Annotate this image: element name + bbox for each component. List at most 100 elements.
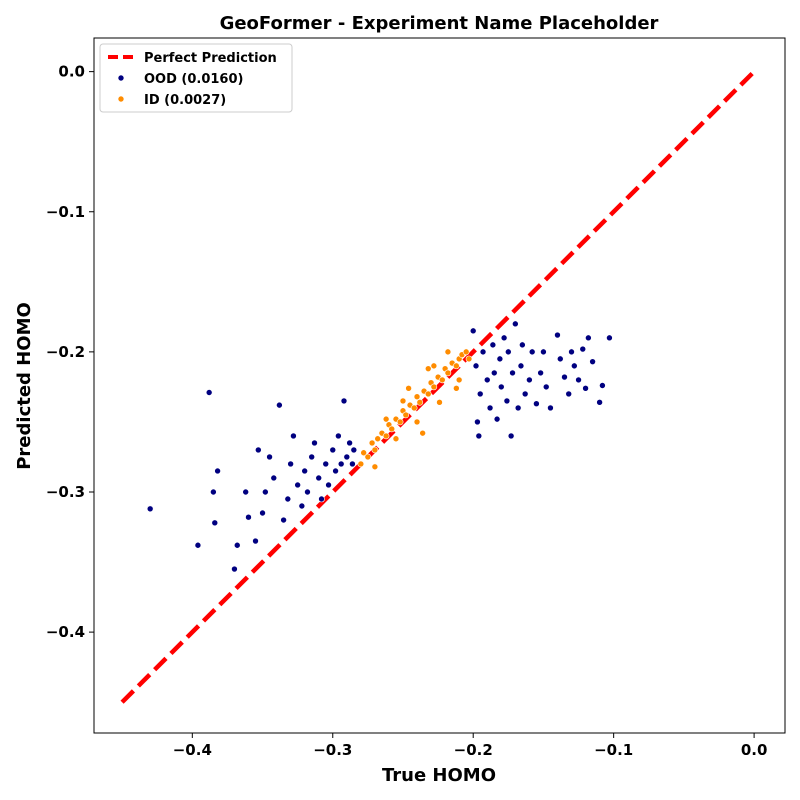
data-point: [472, 362, 480, 370]
data-point: [382, 432, 390, 440]
data-point: [318, 495, 325, 503]
data-point: [368, 439, 376, 447]
data-point: [554, 331, 561, 339]
data-point: [514, 404, 522, 412]
data-point: [490, 369, 498, 377]
data-point: [413, 393, 421, 401]
data-point: [585, 334, 592, 342]
data-point: [315, 474, 323, 482]
data-point: [476, 390, 484, 398]
data-point: [337, 460, 345, 468]
data-point: [561, 373, 568, 381]
data-point: [465, 355, 473, 363]
data-point: [489, 341, 497, 349]
data-point: [332, 467, 339, 475]
legend-marker-id: [117, 95, 125, 103]
chart-title: GeoFormer - Experiment Name Placeholder: [220, 13, 659, 34]
y-tick-label: −0.3: [46, 483, 85, 501]
data-point: [280, 516, 287, 524]
data-point: [439, 376, 446, 384]
data-point: [371, 463, 379, 471]
data-point: [519, 341, 526, 349]
data-point: [287, 460, 294, 468]
data-point: [589, 358, 596, 365]
data-point: [396, 418, 404, 426]
series-ood: [146, 320, 613, 573]
data-point: [493, 415, 501, 423]
data-point: [547, 404, 554, 412]
plot-frame: [93, 37, 786, 734]
data-point: [364, 453, 372, 461]
data-point: [413, 418, 421, 426]
data-point: [231, 565, 238, 573]
data-point: [528, 348, 536, 356]
data-point: [475, 432, 483, 440]
data-point: [430, 362, 438, 370]
data-point: [270, 474, 278, 482]
data-point: [517, 362, 525, 370]
data-point: [266, 453, 273, 461]
x-tick-label: 0.0: [741, 741, 768, 759]
data-point: [252, 537, 259, 545]
data-point: [346, 439, 353, 447]
data-point: [357, 460, 365, 468]
data-point: [350, 446, 358, 454]
data-point: [453, 385, 460, 392]
legend-label-perfect-prediction: Perfect Prediction: [144, 51, 277, 66]
data-point: [255, 446, 262, 454]
data-point: [329, 446, 337, 454]
data-point: [509, 369, 516, 377]
data-point: [444, 369, 452, 377]
data-point: [582, 385, 589, 392]
data-point: [469, 327, 477, 335]
data-point: [430, 383, 438, 391]
data-point: [371, 446, 379, 454]
x-tick-label: −0.2: [454, 741, 493, 759]
legend-label-ood: OOD (0.0160): [144, 72, 243, 87]
data-point: [343, 453, 351, 461]
data-point: [308, 453, 315, 461]
legend-marker-ood: [117, 74, 125, 82]
data-point: [322, 460, 330, 468]
data-point: [298, 502, 306, 510]
y-tick-label: −0.2: [46, 343, 85, 361]
data-point: [424, 390, 432, 398]
y-tick-label: 0.0: [58, 63, 85, 81]
data-point: [382, 415, 390, 423]
data-point: [453, 362, 460, 370]
data-point: [505, 348, 512, 356]
data-point: [568, 348, 575, 356]
data-point: [521, 390, 529, 398]
plot-area: [120, 70, 756, 704]
data-point: [205, 389, 213, 396]
data-point: [462, 348, 470, 356]
data-point: [526, 376, 533, 384]
data-point: [214, 467, 221, 475]
data-point: [579, 345, 587, 353]
data-point: [455, 376, 463, 384]
data-point: [599, 382, 606, 389]
data-point: [596, 399, 603, 406]
data-point: [210, 488, 217, 496]
data-point: [606, 334, 613, 342]
data-point: [424, 365, 432, 372]
data-point: [496, 355, 504, 363]
data-point: [301, 467, 308, 475]
data-point: [419, 429, 426, 437]
data-point: [194, 541, 202, 549]
data-point: [242, 488, 249, 496]
data-point: [575, 376, 582, 384]
data-point: [233, 541, 241, 549]
data-point: [388, 425, 396, 433]
data-point: [349, 460, 356, 468]
data-point: [335, 432, 342, 440]
data-point: [497, 383, 505, 391]
data-point: [556, 355, 564, 363]
data-point: [276, 401, 283, 409]
series-id: [357, 348, 473, 471]
data-point: [245, 513, 252, 521]
data-point: [540, 348, 547, 356]
data-point: [533, 400, 540, 408]
y-axis: −0.4 −0.3 −0.2 −0.1 0.0: [46, 63, 94, 641]
data-point: [507, 432, 515, 440]
